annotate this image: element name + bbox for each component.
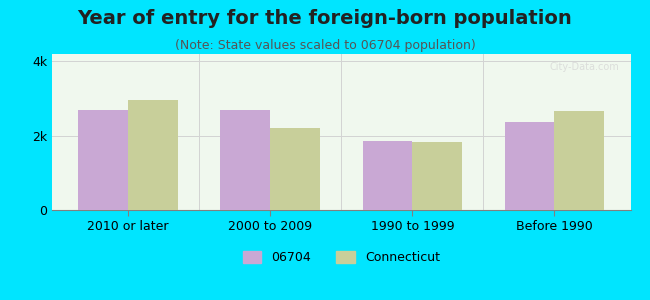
Bar [554,111,604,210]
Bar [504,122,554,210]
Bar [78,110,128,210]
Bar [412,142,462,210]
Text: Year of entry for the foreign-born population: Year of entry for the foreign-born popul… [77,9,573,28]
Bar [363,141,412,210]
Bar [220,110,270,210]
Bar [128,100,178,210]
Text: City-Data.com: City-Data.com [549,62,619,72]
Bar [270,128,320,210]
Text: (Note: State values scaled to 06704 population): (Note: State values scaled to 06704 popu… [175,39,475,52]
Legend: 06704, Connecticut: 06704, Connecticut [238,246,445,269]
